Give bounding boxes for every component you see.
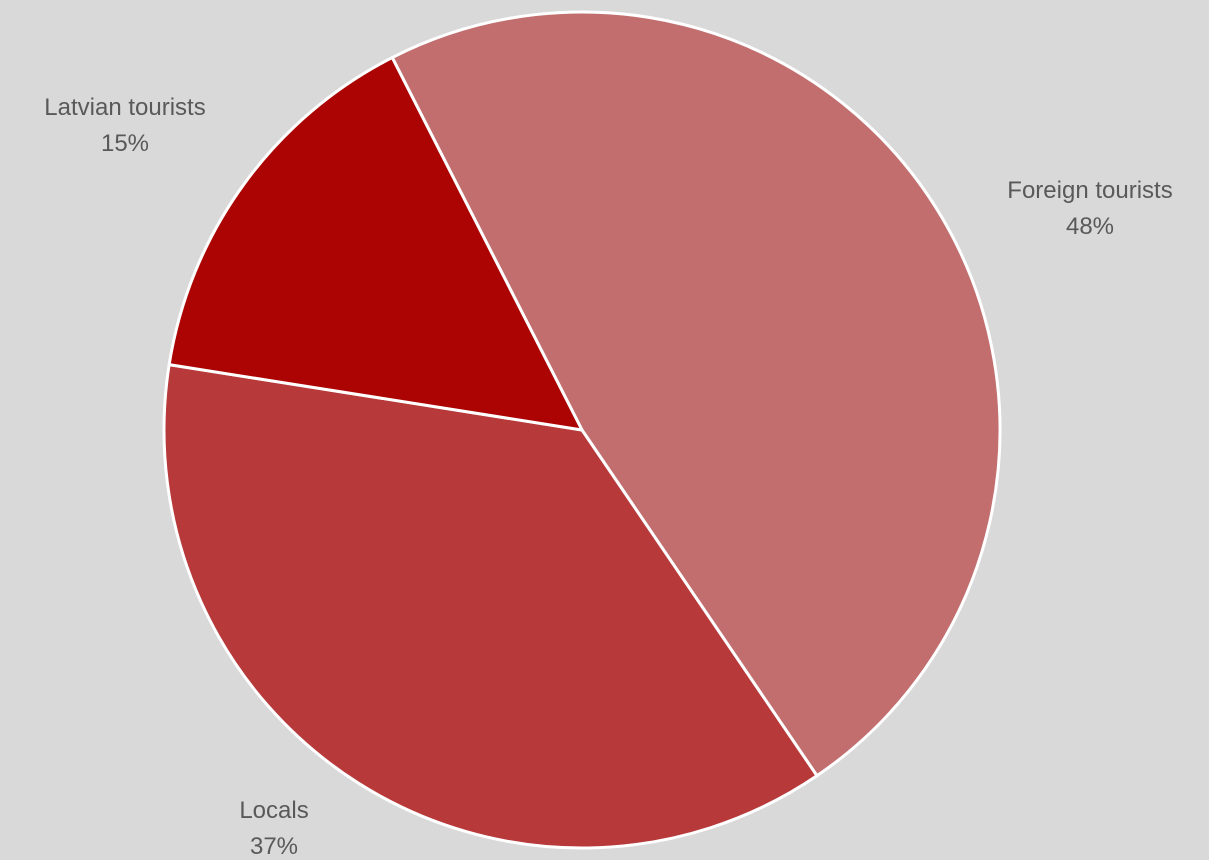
slice-value-label: 37% — [250, 833, 298, 860]
slice-value-label: 48% — [1066, 213, 1114, 240]
slice-category-label: Latvian tourists — [44, 94, 205, 121]
pie-slice-latvian-tourists — [167, 56, 584, 432]
pie-labels: Foreign tourists 48% Locals 37% Latvian tour… — [44, 94, 1172, 860]
pie-slice-locals — [162, 363, 819, 850]
slice-label-foreign-tourists: Foreign tourists 48% — [1007, 177, 1172, 240]
slice-label-latvian-tourists: Latvian tourists 15% — [44, 94, 205, 157]
slice-category-label: Locals — [239, 797, 308, 824]
slice-category-label: Foreign tourists — [1007, 177, 1172, 204]
slice-label-locals: Locals 37% — [239, 797, 308, 860]
pie-slice-foreign-tourists — [390, 10, 1002, 778]
slice-value-label: 15% — [101, 130, 149, 157]
pie-slices — [162, 10, 1002, 850]
